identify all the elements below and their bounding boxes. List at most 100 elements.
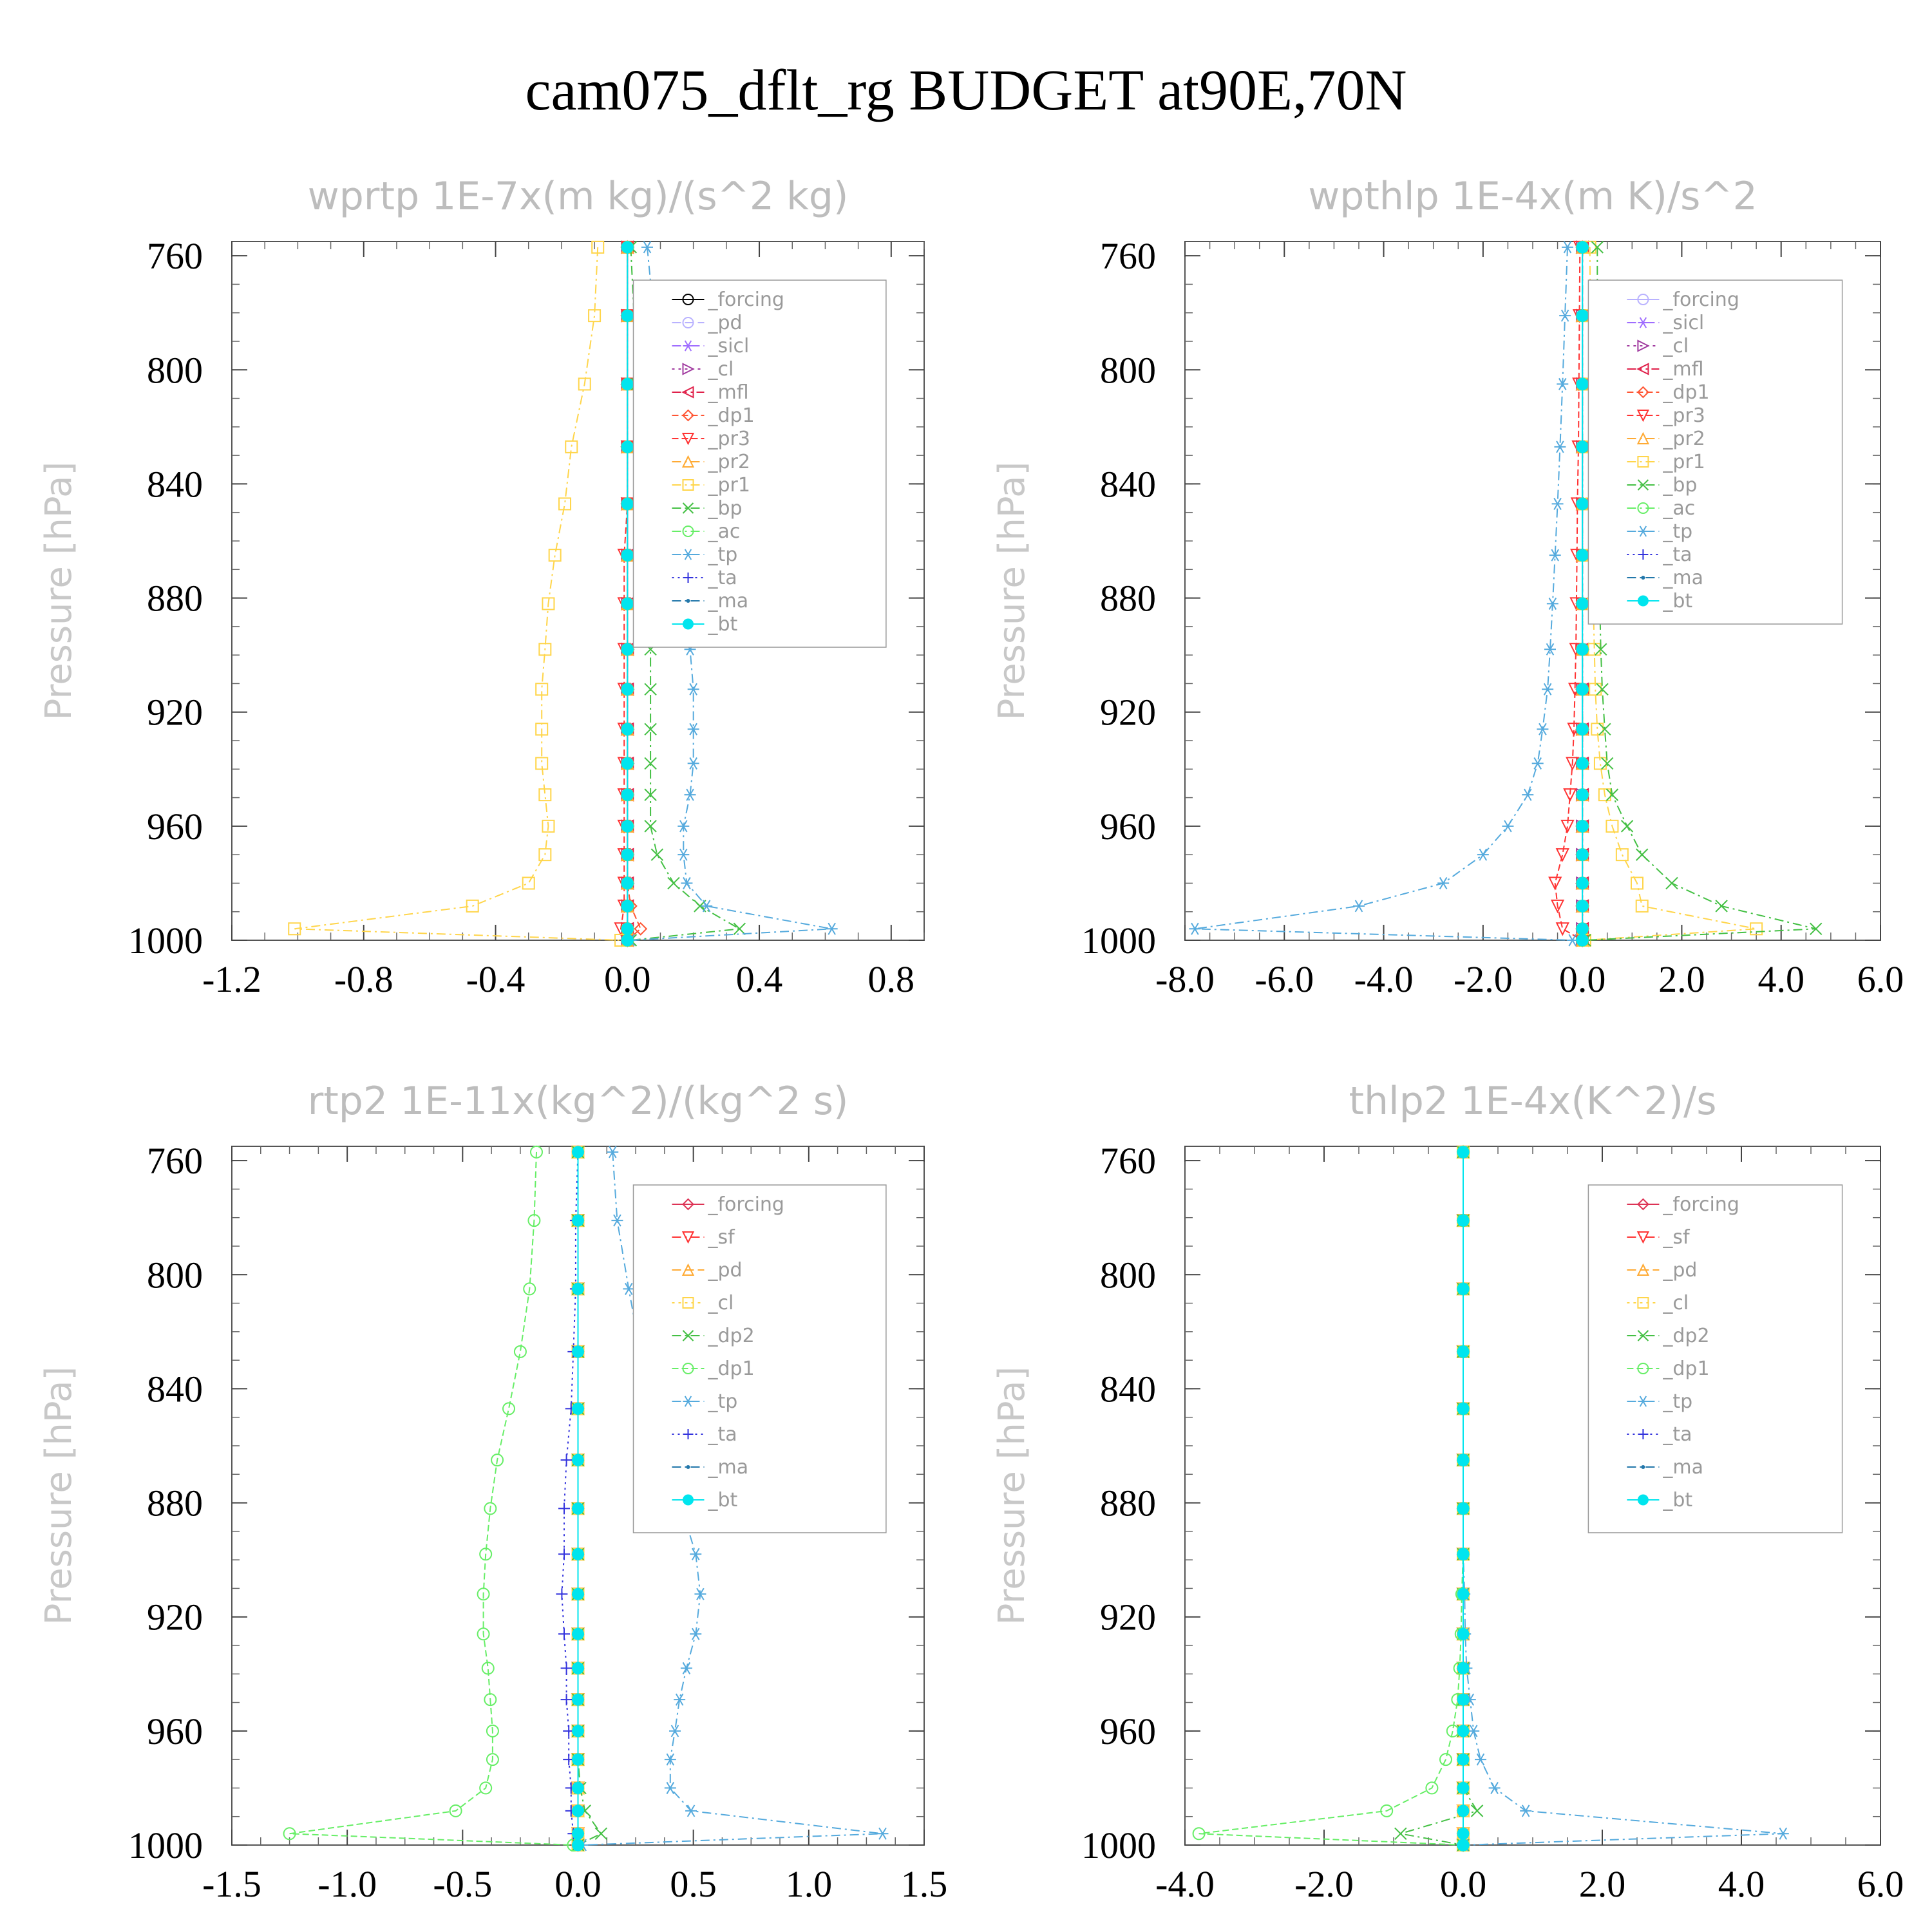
data-point-bt — [621, 922, 634, 935]
data-point-bt — [572, 1839, 584, 1852]
data-point-pr3 — [1566, 757, 1580, 771]
panel-title: thlp2 1E-4x(K^2)/s — [1349, 1079, 1716, 1124]
legend-marker — [682, 479, 694, 491]
data-point-bt — [1457, 1781, 1470, 1794]
y-tick-label: 1000 — [128, 920, 203, 961]
data-point-bp — [733, 922, 746, 935]
legend-label: _ma — [1662, 567, 1703, 589]
legend-marker — [681, 1263, 695, 1276]
data-point-dp1 — [449, 1804, 462, 1817]
x-tick-label: 0.4 — [736, 958, 783, 1000]
legend-label: _dp2 — [1662, 1325, 1709, 1347]
data-point-tp — [690, 1548, 702, 1560]
legend-label: _bp — [708, 497, 743, 520]
legend-label: _ac — [1662, 497, 1695, 520]
legend-label: _mfl — [1662, 358, 1703, 381]
legend-label: _bt — [708, 613, 738, 636]
data-point-tp — [1475, 1753, 1486, 1766]
data-point-bt — [621, 788, 634, 801]
legend-marker — [681, 386, 694, 399]
legend-label: _pd — [1662, 1259, 1697, 1282]
series-line-pr3 — [1554, 247, 1583, 941]
data-point-tp — [826, 922, 838, 935]
data-point-bp — [1665, 876, 1678, 890]
legend-marker — [1636, 410, 1650, 422]
data-point-bt — [1576, 922, 1589, 935]
data-point-bp — [644, 723, 657, 735]
legend-box — [632, 1184, 887, 1533]
data-point-bt — [1576, 934, 1589, 947]
legend-label: _dp1 — [708, 404, 755, 427]
data-point-bt — [1576, 820, 1589, 833]
legend-marker — [682, 1198, 694, 1211]
data-point-bt — [1457, 1502, 1470, 1515]
data-point-bt — [572, 1402, 584, 1415]
x-tick-label: -0.5 — [433, 1863, 492, 1905]
data-point-dp1 — [486, 1724, 499, 1738]
legend-label: _pr2 — [1662, 428, 1705, 450]
legend-label: _bt — [1662, 1489, 1692, 1511]
legend-marker — [1638, 549, 1649, 560]
legend: _forcing_sicl_cl_mfl_dp1_pr3_pr2_pr1_bp_… — [1587, 279, 1843, 625]
legend-label: _cl — [1662, 1292, 1689, 1314]
data-point-tp — [680, 1662, 692, 1674]
legend-box — [632, 279, 887, 648]
legend-marker — [1637, 1297, 1649, 1309]
data-point-tp — [1562, 241, 1573, 254]
data-point-bt — [1576, 848, 1589, 861]
data-point-dp1 — [634, 922, 648, 936]
legend-marker — [1637, 294, 1649, 305]
data-point-bt — [1576, 683, 1589, 696]
data-point-tp — [1557, 377, 1569, 390]
legend-marker — [1637, 479, 1649, 491]
legend-marker — [682, 1297, 694, 1309]
legend-marker — [682, 363, 695, 375]
x-tick-label: 1.5 — [901, 1863, 948, 1905]
series-line-ta — [561, 1151, 579, 1846]
legend-label: _pr2 — [708, 451, 750, 473]
legend-marker — [686, 1465, 690, 1469]
legend-label: _tp — [708, 544, 738, 566]
x-tick-label: -1.2 — [202, 958, 261, 1000]
chart-panel-1: wprtp 1E-7x(m kg)/(s^2 kg) Pressure [hPa]… — [38, 174, 925, 1000]
x-tick-label: -2.0 — [1294, 1863, 1354, 1905]
legend-marker — [681, 455, 695, 468]
legend-marker — [1637, 1363, 1649, 1374]
y-axis-label: Pressure [hPa] — [991, 1367, 1033, 1625]
data-point-bt — [1457, 1282, 1470, 1295]
data-point-bt — [621, 497, 634, 510]
data-point-pr1 — [542, 819, 555, 833]
data-point-pr1 — [538, 848, 552, 862]
legend-marker — [682, 1330, 694, 1341]
y-tick-label: 880 — [147, 578, 203, 620]
legend-label: _pr1 — [708, 474, 750, 497]
data-point-tp — [1353, 900, 1365, 913]
data-point-tp — [1520, 1804, 1532, 1817]
data-point-dp1 — [283, 1827, 296, 1841]
data-point-bt — [621, 876, 634, 889]
legend-marker — [683, 618, 694, 630]
legend-label: _bt — [708, 1489, 738, 1511]
data-point-tp — [1189, 922, 1201, 935]
data-point-tp — [1477, 848, 1489, 861]
legend-label: _dp2 — [708, 1325, 755, 1347]
data-point-bt — [1576, 643, 1589, 656]
legend-marker — [1637, 502, 1649, 514]
data-point-dp1 — [484, 1502, 497, 1515]
data-point-pr1 — [588, 309, 601, 323]
data-point-bt — [572, 1587, 584, 1600]
legend-marker — [1638, 526, 1649, 537]
legend-label: _ma — [1662, 1456, 1703, 1479]
legend-box — [1587, 279, 1843, 625]
data-point-pr1 — [535, 723, 549, 736]
legend-marker — [1638, 1396, 1649, 1407]
data-point-bt — [572, 1804, 584, 1817]
data-point-bt — [1457, 1693, 1470, 1706]
data-point-bp — [1594, 643, 1607, 656]
legend-label: _cl — [708, 1292, 734, 1314]
x-tick-label: 0.0 — [1440, 1863, 1487, 1905]
data-point-ta — [560, 1694, 573, 1706]
data-point-bt — [572, 1454, 584, 1466]
legend-marker — [1636, 1263, 1650, 1276]
legend-label: _ta — [708, 567, 737, 589]
